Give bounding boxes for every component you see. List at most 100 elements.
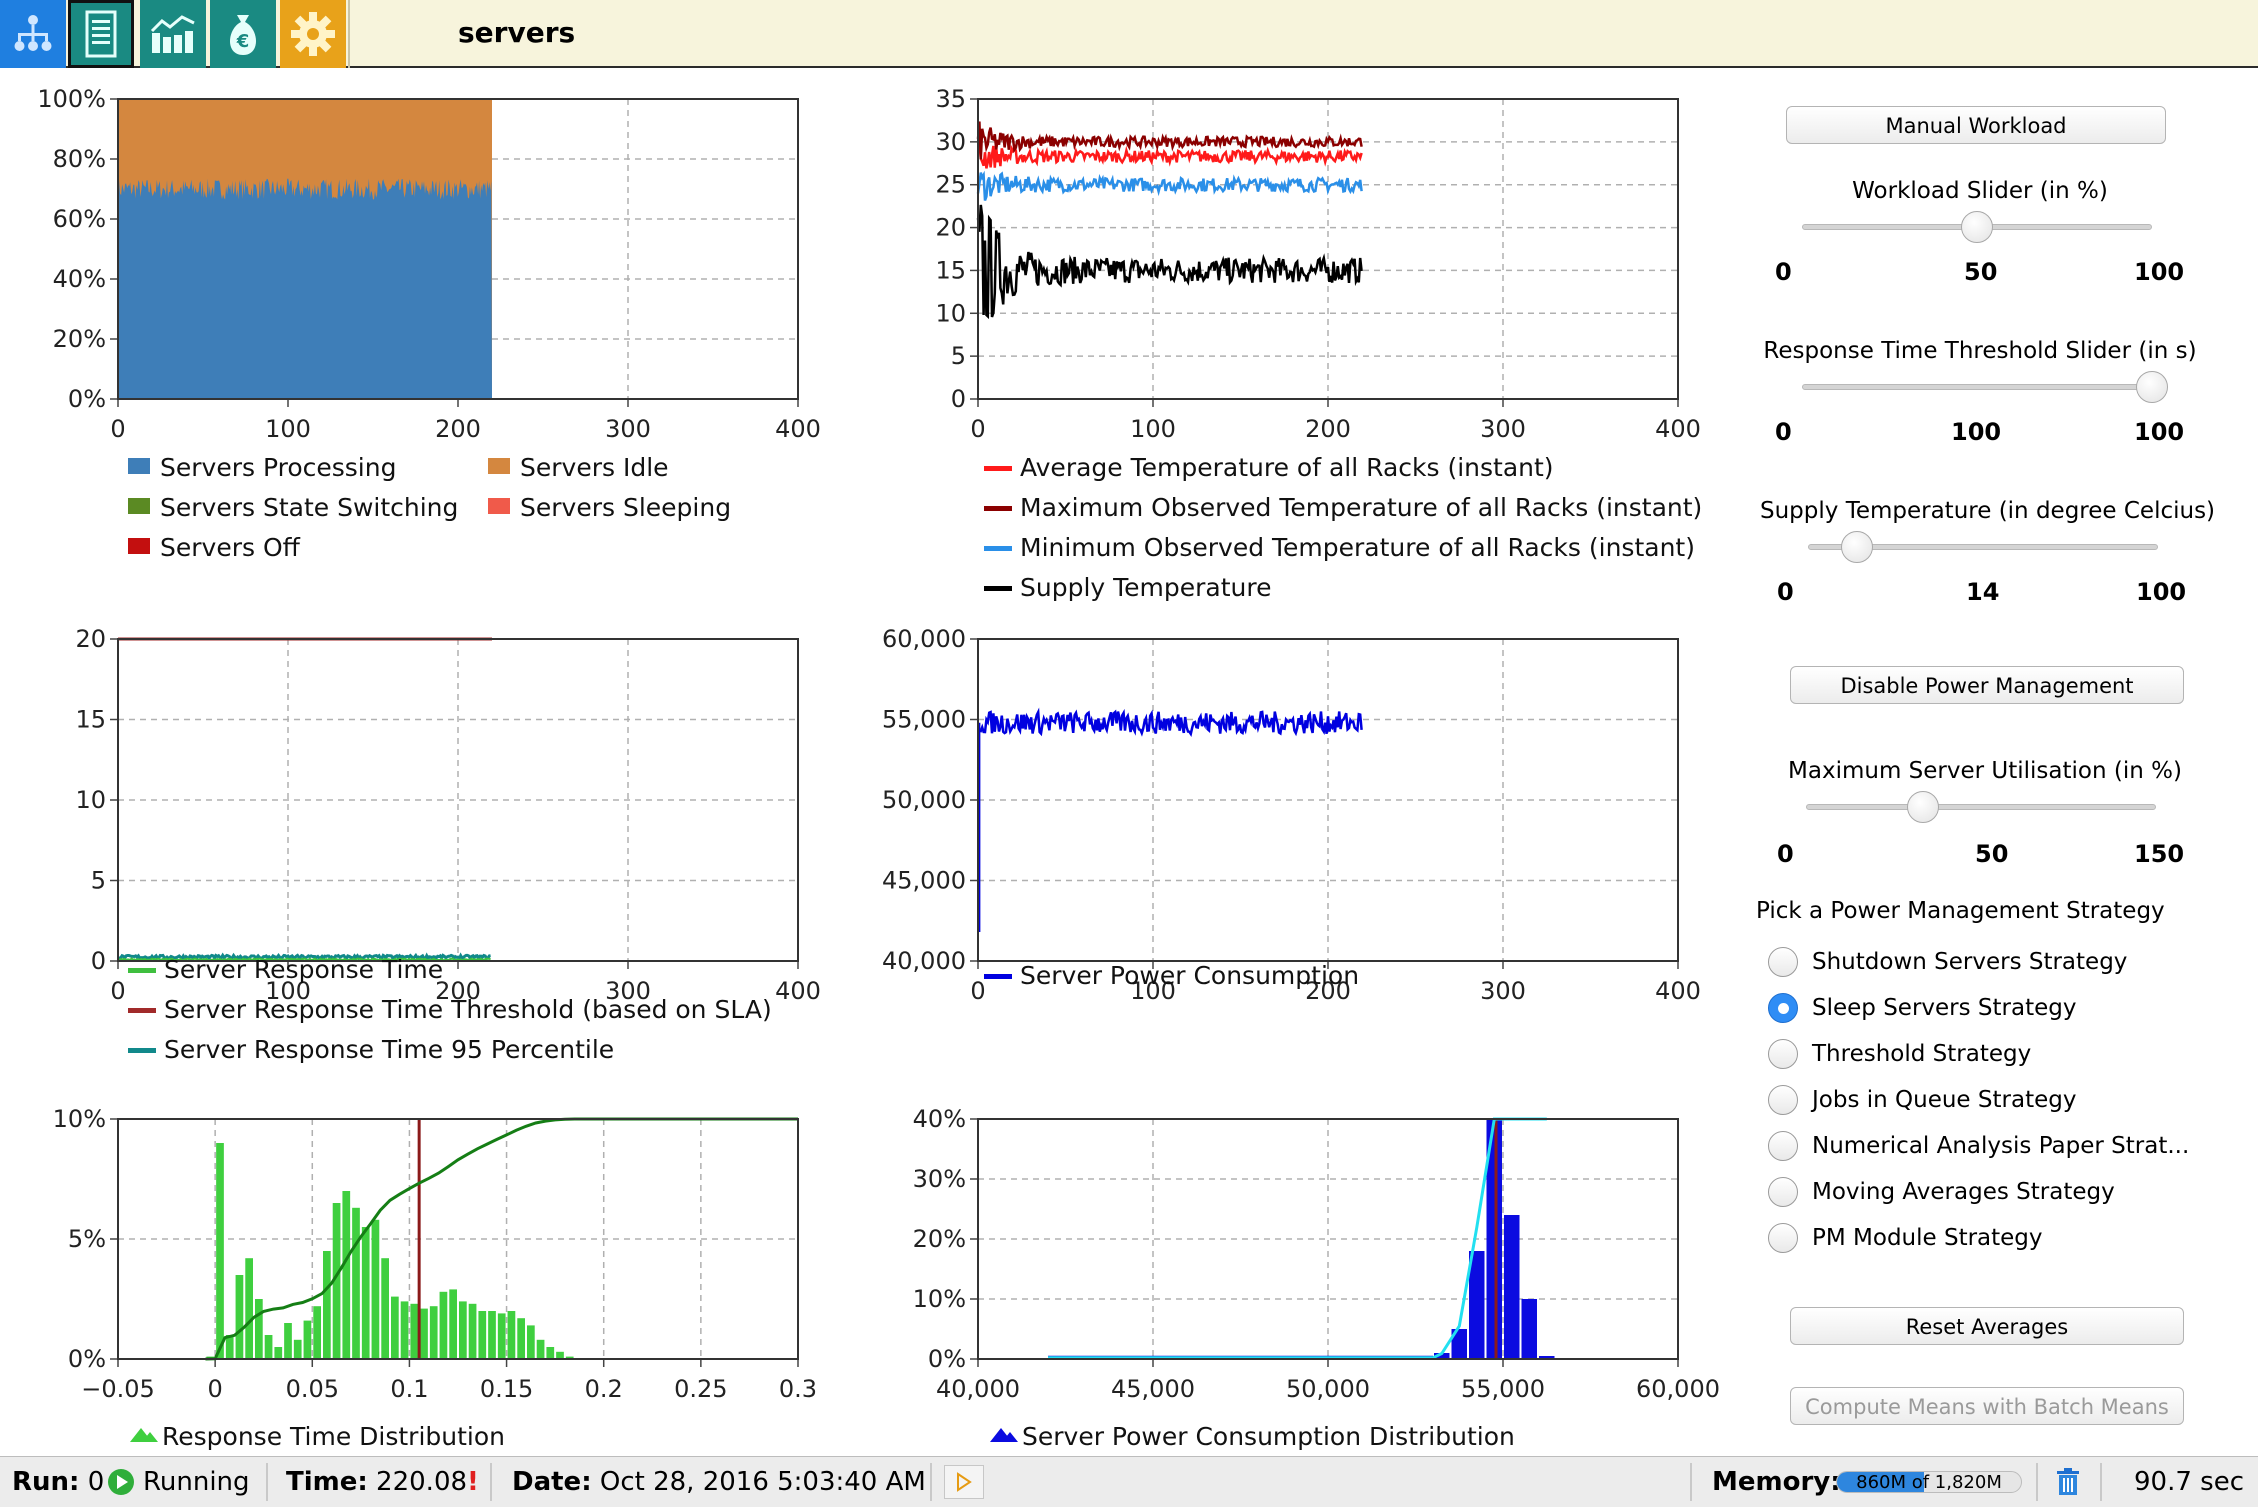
server-states-chart: 0 100 200 300 400 0% 20% 40% 60% 80% 100% Servers P…: [37, 85, 821, 562]
strategy-option[interactable]: Sleep Servers Strategy: [1768, 988, 2076, 1028]
legend-label: Servers Idle: [520, 453, 669, 482]
histogram-bar: [1486, 1119, 1502, 1359]
supply-temp-slider-track[interactable]: [1808, 544, 2158, 550]
y-tick-label: 10: [75, 786, 106, 814]
legend-label: Maximum Observed Temperature of all Rack…: [1020, 493, 1702, 522]
legend-swatch: [488, 498, 510, 514]
plot-border: [117, 1118, 799, 1360]
strategy-option[interactable]: Numerical Analysis Paper Strat...: [1768, 1126, 2189, 1166]
disable-power-management-button[interactable]: Disable Power Management: [1790, 666, 2184, 704]
strategy-option[interactable]: Threshold Strategy: [1768, 1034, 2031, 1074]
response-time-distribution-chart: −0.05 0 0.05 0.1 0.15 0.2 0.25 0.3 0% 5% 10% Respon…: [53, 1105, 817, 1451]
x-tick-label: 300: [1480, 415, 1526, 443]
y-tick-label: 35: [935, 85, 966, 113]
workload-slider-knob[interactable]: [1961, 211, 1993, 243]
max-util-slider-knob[interactable]: [1906, 791, 1939, 823]
memory-value: 860M of 1,820M: [1856, 1472, 2002, 1493]
strategy-option[interactable]: PM Module Strategy: [1768, 1218, 2043, 1258]
x-tick-label: −0.05: [81, 1375, 155, 1403]
toolbar-separator: [348, 0, 350, 68]
strategy-option[interactable]: Moving Averages Strategy: [1768, 1172, 2115, 1212]
histogram-bar: [410, 1303, 419, 1359]
y-tick-label: 15: [935, 256, 966, 284]
histogram-bar: [1451, 1329, 1467, 1359]
x-tick-label: 0: [110, 415, 125, 443]
histogram-bar: [284, 1323, 292, 1359]
workload-slider-label: Workload Slider (in %): [1852, 178, 2108, 204]
settings-button[interactable]: [280, 0, 346, 68]
y-tick-label: 55,000: [882, 706, 966, 734]
toolbar: € servers: [0, 0, 2258, 68]
servers-view-button[interactable]: [68, 0, 134, 68]
plot-border: [117, 98, 799, 400]
reset-averages-button[interactable]: Reset Averages: [1790, 1307, 2184, 1345]
histogram-bar: [517, 1318, 525, 1359]
y-tick-label: 50,000: [882, 786, 966, 814]
facility-view-button[interactable]: [140, 0, 206, 68]
max-util-value: 50: [1975, 840, 2009, 868]
plot-border: [117, 638, 799, 962]
x-tick-label: 0: [970, 977, 985, 1005]
radio-selected[interactable]: [1768, 993, 1798, 1023]
histogram-bar: [323, 1251, 331, 1359]
histogram-bar: [1504, 1215, 1520, 1359]
supply-temp-slider-knob[interactable]: [1841, 531, 1873, 563]
strategy-heading: Pick a Power Management Strategy: [1756, 898, 2165, 924]
processing-area: [118, 178, 492, 399]
radio-unselected[interactable]: [1768, 1039, 1798, 1069]
series-line: [117, 957, 491, 962]
y-tick-label: 10%: [53, 1105, 106, 1133]
cost-view-button[interactable]: €: [210, 0, 276, 68]
run-state: Running: [143, 1467, 250, 1497]
main-area: 0 100 200 300 400 0% 20% 40% 60% 80% 100% Servers P…: [0, 68, 2258, 1456]
strategy-option[interactable]: Jobs in Queue Strategy: [1768, 1080, 2076, 1120]
legend-label: Response Time Distribution: [162, 1422, 505, 1451]
max-util-min: 0: [1777, 840, 1794, 868]
radio-unselected[interactable]: [1768, 1085, 1798, 1115]
legend-swatch: [130, 1428, 158, 1442]
garbage-collect-button[interactable]: [2050, 1464, 2086, 1500]
status-separator: [490, 1463, 492, 1501]
date-value: Oct 28, 2016 5:03:40 AM: [599, 1467, 926, 1497]
strategy-label: Sleep Servers Strategy: [1812, 995, 2077, 1021]
view-toggle-button[interactable]: [0, 0, 66, 68]
x-tick-label: 400: [1655, 415, 1701, 443]
radio-unselected[interactable]: [1768, 1223, 1798, 1253]
histogram-bar: [536, 1339, 545, 1359]
max-util-slider-track[interactable]: [1806, 804, 2156, 810]
y-tick-label: 5: [91, 867, 106, 895]
supply-temp-min: 0: [1777, 578, 1794, 606]
y-tick-label: 80%: [53, 145, 106, 173]
manual-workload-button[interactable]: Manual Workload: [1786, 106, 2166, 144]
rt-threshold-slider-knob[interactable]: [2136, 371, 2168, 403]
strategy-label: Jobs in Queue Strategy: [1812, 1087, 2077, 1113]
strategy-label: Numerical Analysis Paper Strat...: [1812, 1133, 2190, 1159]
strategy-option[interactable]: Shutdown Servers Strategy: [1768, 942, 2127, 982]
histogram-bar: [264, 1335, 273, 1359]
trash-icon: [2057, 1468, 2079, 1495]
rt-threshold-slider-track[interactable]: [1802, 384, 2152, 390]
radio-unselected[interactable]: [1768, 1177, 1798, 1207]
temperature-chart: 0 100 200 300 400 0 5 10 15 20 25 30 35 Average Tempe…: [935, 85, 1702, 602]
legend-swatch: [128, 968, 156, 973]
legend-swatch: [128, 1048, 156, 1053]
x-tick-label: 100: [1130, 977, 1176, 1005]
radio-unselected[interactable]: [1768, 1131, 1798, 1161]
legend-label: Servers Sleeping: [520, 493, 731, 522]
x-tick-label: 60,000: [1636, 1375, 1720, 1403]
power-consumption-chart: 0 100 200 300 400 40,000 45,000 50,000 55,000 60,…: [882, 625, 1701, 1005]
series-line: [976, 170, 1363, 201]
plot-border: [977, 1118, 1679, 1360]
strategy-label: Moving Averages Strategy: [1812, 1179, 2115, 1205]
batch-means-button[interactable]: Compute Means with Batch Means: [1790, 1387, 2184, 1425]
radio-unselected[interactable]: [1768, 947, 1798, 977]
x-tick-label: 40,000: [936, 1375, 1020, 1403]
y-tick-label: 0%: [928, 1345, 966, 1373]
y-tick-label: 25: [935, 171, 966, 199]
legend-label: Server Power Consumption Distribution: [1022, 1422, 1515, 1451]
step-button[interactable]: [944, 1465, 984, 1499]
run-value: 0: [87, 1467, 105, 1497]
legend-swatch: [128, 1008, 156, 1013]
x-tick-label: 0: [970, 415, 985, 443]
